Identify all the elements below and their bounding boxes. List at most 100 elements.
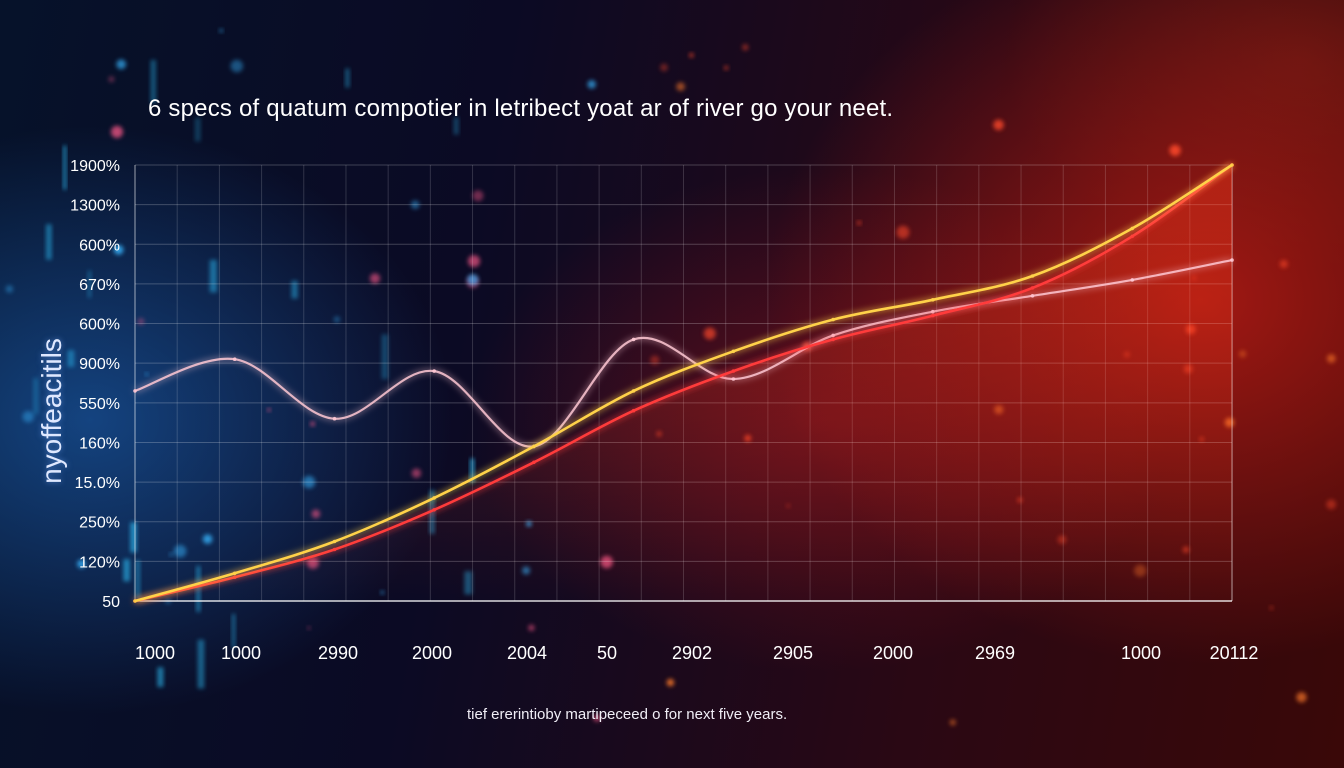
particle [230,59,244,73]
particle [411,468,422,478]
series-point [831,337,835,342]
data-streak [33,378,39,415]
data-streak [291,280,298,299]
particle [742,44,749,51]
particle [302,475,316,489]
y-tick-label: 550% [79,396,120,413]
particle [949,719,956,726]
x-tick-label: 1000 [221,643,261,663]
particle [703,327,716,340]
series-point [831,333,835,338]
x-tick-label: 2004 [507,643,547,663]
y-tick-label: 1300% [70,198,120,215]
particle [467,255,481,268]
particle [660,63,668,72]
particle [1279,260,1288,268]
y-axis-label: nyoffeacitils [36,338,67,484]
particle [1269,606,1274,610]
particle [219,28,224,33]
series-point [731,349,736,354]
particle [587,80,596,89]
series-line [134,163,1233,603]
series-point [1030,286,1035,290]
particle [1238,350,1247,358]
series-point [332,416,337,421]
series-point [1130,278,1135,282]
series-point [931,298,935,302]
series-line [134,163,1233,603]
series-point [1030,294,1035,298]
series-point [332,547,337,552]
data-streak [231,614,236,648]
x-tick-label: 2000 [873,643,913,663]
series-point [1130,234,1135,239]
series-point [432,369,437,373]
series-point [1230,163,1234,167]
data-streak [453,117,459,135]
x-tick-label: 20112 [1210,643,1259,663]
data-streak [381,334,389,379]
x-tick-label: 1000 [135,643,175,663]
particle [108,76,115,83]
series-point [133,599,137,603]
particle [173,544,187,558]
y-tick-label: 120% [79,554,120,571]
data-streak [209,259,217,293]
series-point [731,369,736,373]
series-point [232,571,237,576]
y-tick-label: 1900% [70,158,120,175]
series-lines [133,163,1234,603]
series-point [631,337,636,342]
particle [116,59,127,70]
series-point [1030,274,1035,278]
data-streak [130,522,137,553]
series-point [133,389,137,393]
x-tick-label: 2000 [412,643,452,663]
particle [676,82,685,91]
series-point [631,408,636,413]
series-point [931,313,935,318]
particle [369,273,381,284]
y-tick-label: 160% [79,435,120,452]
x-tick-label: 2902 [672,643,712,663]
data-streak [67,350,75,367]
particle [307,626,311,630]
y-tick-label: 600% [79,317,120,334]
series-point [1130,226,1135,231]
series-point [731,377,736,381]
particle [1296,692,1307,703]
x-tick-label: 2969 [975,643,1015,663]
particle [169,552,173,557]
x-tick-label: 50 [597,643,617,663]
y-tick-label: 50 [102,594,120,611]
particle [689,52,694,58]
data-streak [194,117,201,142]
particle [5,285,14,293]
y-tick-label: 15.0% [75,475,120,492]
particle [593,714,601,722]
particle [202,534,213,544]
chart-caption: tief ererintioby martipeceed o for next … [467,706,788,723]
data-streak [470,458,475,483]
data-streak [150,60,156,103]
particle [110,125,124,138]
particle [1326,354,1336,363]
data-streak [197,639,205,689]
particle [666,678,675,687]
series-area-fill [135,165,1232,601]
data-streak [123,559,130,582]
series-point [1230,258,1234,262]
series-point [831,317,835,322]
particle [723,65,729,71]
particle [857,221,861,225]
data-streak [135,560,140,599]
series-point [232,575,237,579]
particle [467,274,479,286]
y-tick-label: 670% [79,277,120,294]
particle [311,509,321,519]
y-tick-label: 900% [79,356,120,373]
particle [650,355,660,365]
series-point [332,539,337,544]
particle [145,372,149,376]
